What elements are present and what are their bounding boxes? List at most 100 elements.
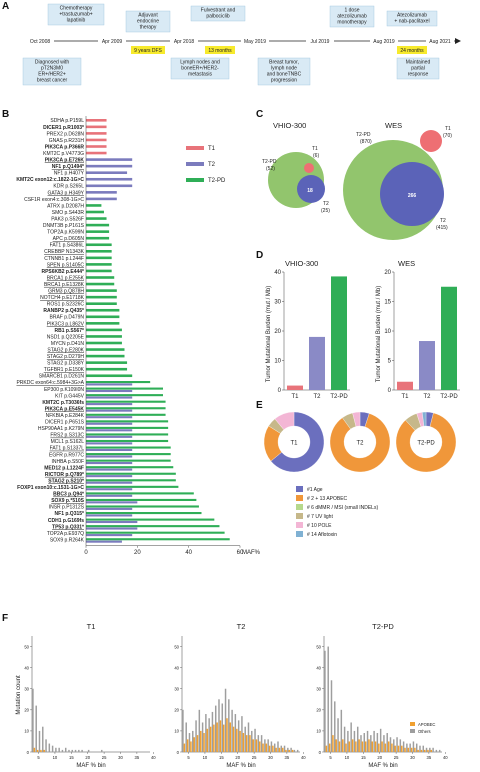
hist-bar-others xyxy=(280,745,283,752)
gene-label: DICER1 p.P651S xyxy=(45,420,85,426)
timeline-date: Jul 2019 xyxy=(311,39,330,45)
signature-legend-swatch xyxy=(296,513,303,519)
timeline-treatment-box xyxy=(47,3,105,26)
hist-bar-apobec xyxy=(381,741,383,752)
maf-bar-t2-pd xyxy=(86,479,176,482)
hist-legend-label: Others xyxy=(418,729,431,734)
gene-label: NFKBIA p.E284K xyxy=(46,413,85,419)
timeline-date: Apr 2009 xyxy=(102,39,123,45)
hist-ylabel: Mutation count xyxy=(16,675,22,715)
timeline-event-text: metastasis xyxy=(188,72,212,78)
hist-bar-others xyxy=(277,741,279,752)
hist-bar-others xyxy=(356,726,359,752)
timeline-treatment-text: Adjuvant xyxy=(138,13,158,19)
hist-bar-apobec xyxy=(36,749,39,752)
gene-label: KMT2C p.V4773G xyxy=(43,151,84,157)
hist-bar-others xyxy=(337,718,339,752)
timeline-treatment-text: +trastuzumab+ xyxy=(59,12,92,18)
hist-x-tick-label: 10 xyxy=(53,755,58,760)
hist-bar-others xyxy=(101,749,103,752)
hist-bar-others xyxy=(296,749,299,752)
timeline-duration-text: 9 years DFS xyxy=(134,48,162,54)
tmb-left-title: VHIO-300 xyxy=(285,259,318,268)
hist-bar-apobec xyxy=(196,735,199,752)
maf-bar-t2-pd xyxy=(86,263,112,266)
hist-x-tick-label: 40 xyxy=(301,755,306,760)
gene-label: TOP2A p.E937Q xyxy=(47,531,84,537)
hist-bar-apobec xyxy=(222,724,225,752)
gene-label: PRKDC exon64:c.5984+3G>A xyxy=(16,380,84,386)
timeline-event-text: Maintained xyxy=(406,60,431,66)
maf-bar-t2-pd xyxy=(86,505,199,508)
panel-c-venn: C VHIO-300 WES 18 T2-PD (52) T1 (6) T2 (… xyxy=(256,109,452,240)
hist-bar-others xyxy=(360,735,362,752)
gene-label: SMARCB1 p.D261N xyxy=(39,374,85,380)
signature-legend-swatch xyxy=(296,531,303,537)
hist-bar-others xyxy=(402,741,405,752)
hist-bar-apobec xyxy=(265,743,268,752)
maf-bar-t2 xyxy=(86,389,133,393)
hist-x-tick-label: 20 xyxy=(235,755,240,760)
gene-label: ATRX p.D2087H xyxy=(47,203,84,209)
hist-x-tick-label: 25 xyxy=(394,755,399,760)
hist-bar-others xyxy=(399,739,402,752)
hist-y-tick-label: 30 xyxy=(316,687,321,692)
hist-bar-others xyxy=(425,747,428,752)
venn-left-t2-circle xyxy=(297,175,325,203)
maf-bar-t2 xyxy=(86,488,133,491)
hist-bar-apobec xyxy=(394,745,396,752)
hist-bar-others xyxy=(237,720,240,752)
hist-bar-others xyxy=(334,701,336,752)
maf-bar-t2-pd xyxy=(86,256,112,260)
maf-bar-t2-pd xyxy=(86,322,120,325)
hist-bar-apobec xyxy=(272,745,274,752)
tmb-left-ylabel: Tumor Mutational Burden (mut / Mb) xyxy=(266,286,272,382)
hist-bar-apobec xyxy=(368,739,370,752)
signature-legend-label: # 10 POLE xyxy=(307,523,332,529)
tmb-x-tick-label: T1 xyxy=(401,394,409,400)
panel-letter-e: E xyxy=(256,400,263,411)
maf-bar-t2-pd xyxy=(86,354,125,358)
gene-label: KMT2C exon12:c.1822-1G>C xyxy=(16,177,84,183)
gene-label: NF1 p.H407Y xyxy=(54,171,85,177)
gene-label: FOXP1 exon10:c.1531-1G>C xyxy=(17,485,84,491)
venn-left-t2-label: T2 xyxy=(323,201,329,207)
maf-bar-t2-pd xyxy=(86,485,179,488)
tmb-x-tick-label: T2-PD xyxy=(330,394,348,400)
signature-slice xyxy=(422,411,427,427)
gene-label: KDR p.S265L xyxy=(53,184,84,190)
gene-label: STAG2 p.S210* xyxy=(48,478,84,484)
timeline-treatment-text: Atezolizumab xyxy=(397,13,427,19)
maf-bar-t2-pd xyxy=(86,282,115,286)
maf-bar-t2-pd xyxy=(86,420,169,423)
timeline-treatment-box xyxy=(329,5,375,28)
venn-left-t1-label: T1 xyxy=(312,146,318,152)
timeline-event-text: partial xyxy=(411,66,425,72)
panel-letter-f: F xyxy=(2,613,8,624)
hist-bar-apobec xyxy=(252,739,254,752)
hist-bar-apobec xyxy=(33,747,36,752)
maf-bar-t2 xyxy=(86,442,133,445)
hist-bar-others xyxy=(293,749,296,752)
hist-y-tick-label: 40 xyxy=(316,665,321,670)
timeline-date-bg xyxy=(241,37,269,45)
venn-left-t2pd-label: T2-PD xyxy=(262,159,277,165)
signature-legend-label: # 2 + 13 APOBEC xyxy=(307,496,348,502)
venn-right-t2-count: (415) xyxy=(436,225,448,231)
timeline-event-box xyxy=(170,57,230,80)
hist-bar-apobec xyxy=(355,741,357,752)
timeline-duration-text: 13 months xyxy=(208,48,232,54)
hist-bar-others xyxy=(273,743,276,752)
timeline-arrowhead xyxy=(455,38,461,44)
hist-bar-others xyxy=(68,749,70,752)
hist-bar-apobec xyxy=(371,741,374,752)
timeline-treatment-text: lapatinib xyxy=(67,18,86,24)
maf-bar-t2 xyxy=(86,184,133,188)
hist-bar-apobec xyxy=(213,724,215,752)
maf-bar-t2 xyxy=(86,468,133,471)
hist-y-tick-label: 0 xyxy=(177,750,180,755)
maf-bar-t2-pd xyxy=(86,407,166,410)
timeline-duration-text: 24 months xyxy=(400,48,424,54)
maf-bar-t2 xyxy=(86,527,138,530)
